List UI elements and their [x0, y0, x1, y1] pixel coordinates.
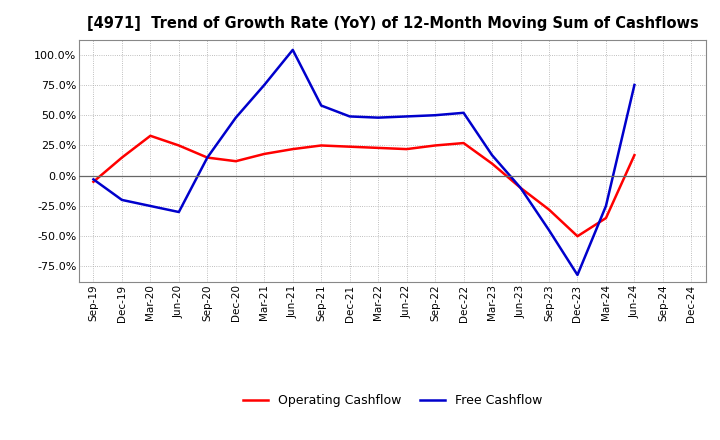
Operating Cashflow — [459, 140, 468, 146]
Operating Cashflow — [117, 155, 126, 160]
Legend: Operating Cashflow, Free Cashflow: Operating Cashflow, Free Cashflow — [238, 389, 547, 412]
Free Cashflow — [260, 82, 269, 88]
Free Cashflow — [289, 47, 297, 52]
Free Cashflow — [630, 82, 639, 88]
Operating Cashflow — [346, 144, 354, 149]
Line: Operating Cashflow: Operating Cashflow — [94, 136, 634, 236]
Operating Cashflow — [203, 155, 212, 160]
Free Cashflow — [374, 115, 382, 120]
Operating Cashflow — [573, 234, 582, 239]
Operating Cashflow — [516, 185, 525, 191]
Free Cashflow — [602, 203, 611, 209]
Line: Free Cashflow: Free Cashflow — [94, 50, 634, 275]
Operating Cashflow — [289, 147, 297, 152]
Free Cashflow — [487, 153, 496, 158]
Operating Cashflow — [89, 179, 98, 184]
Operating Cashflow — [232, 158, 240, 164]
Title: [4971]  Trend of Growth Rate (YoY) of 12-Month Moving Sum of Cashflows: [4971] Trend of Growth Rate (YoY) of 12-… — [86, 16, 698, 32]
Operating Cashflow — [431, 143, 439, 148]
Free Cashflow — [317, 103, 325, 108]
Operating Cashflow — [174, 143, 183, 148]
Operating Cashflow — [317, 143, 325, 148]
Operating Cashflow — [487, 161, 496, 166]
Free Cashflow — [146, 203, 155, 209]
Free Cashflow — [203, 155, 212, 160]
Free Cashflow — [545, 227, 554, 233]
Free Cashflow — [89, 177, 98, 182]
Operating Cashflow — [146, 133, 155, 139]
Free Cashflow — [174, 209, 183, 215]
Free Cashflow — [459, 110, 468, 115]
Free Cashflow — [516, 185, 525, 191]
Free Cashflow — [431, 113, 439, 118]
Operating Cashflow — [374, 145, 382, 150]
Operating Cashflow — [545, 207, 554, 212]
Operating Cashflow — [402, 147, 411, 152]
Free Cashflow — [117, 197, 126, 202]
Operating Cashflow — [260, 151, 269, 157]
Free Cashflow — [232, 115, 240, 120]
Operating Cashflow — [630, 153, 639, 158]
Free Cashflow — [346, 114, 354, 119]
Free Cashflow — [573, 272, 582, 278]
Operating Cashflow — [602, 216, 611, 221]
Free Cashflow — [402, 114, 411, 119]
